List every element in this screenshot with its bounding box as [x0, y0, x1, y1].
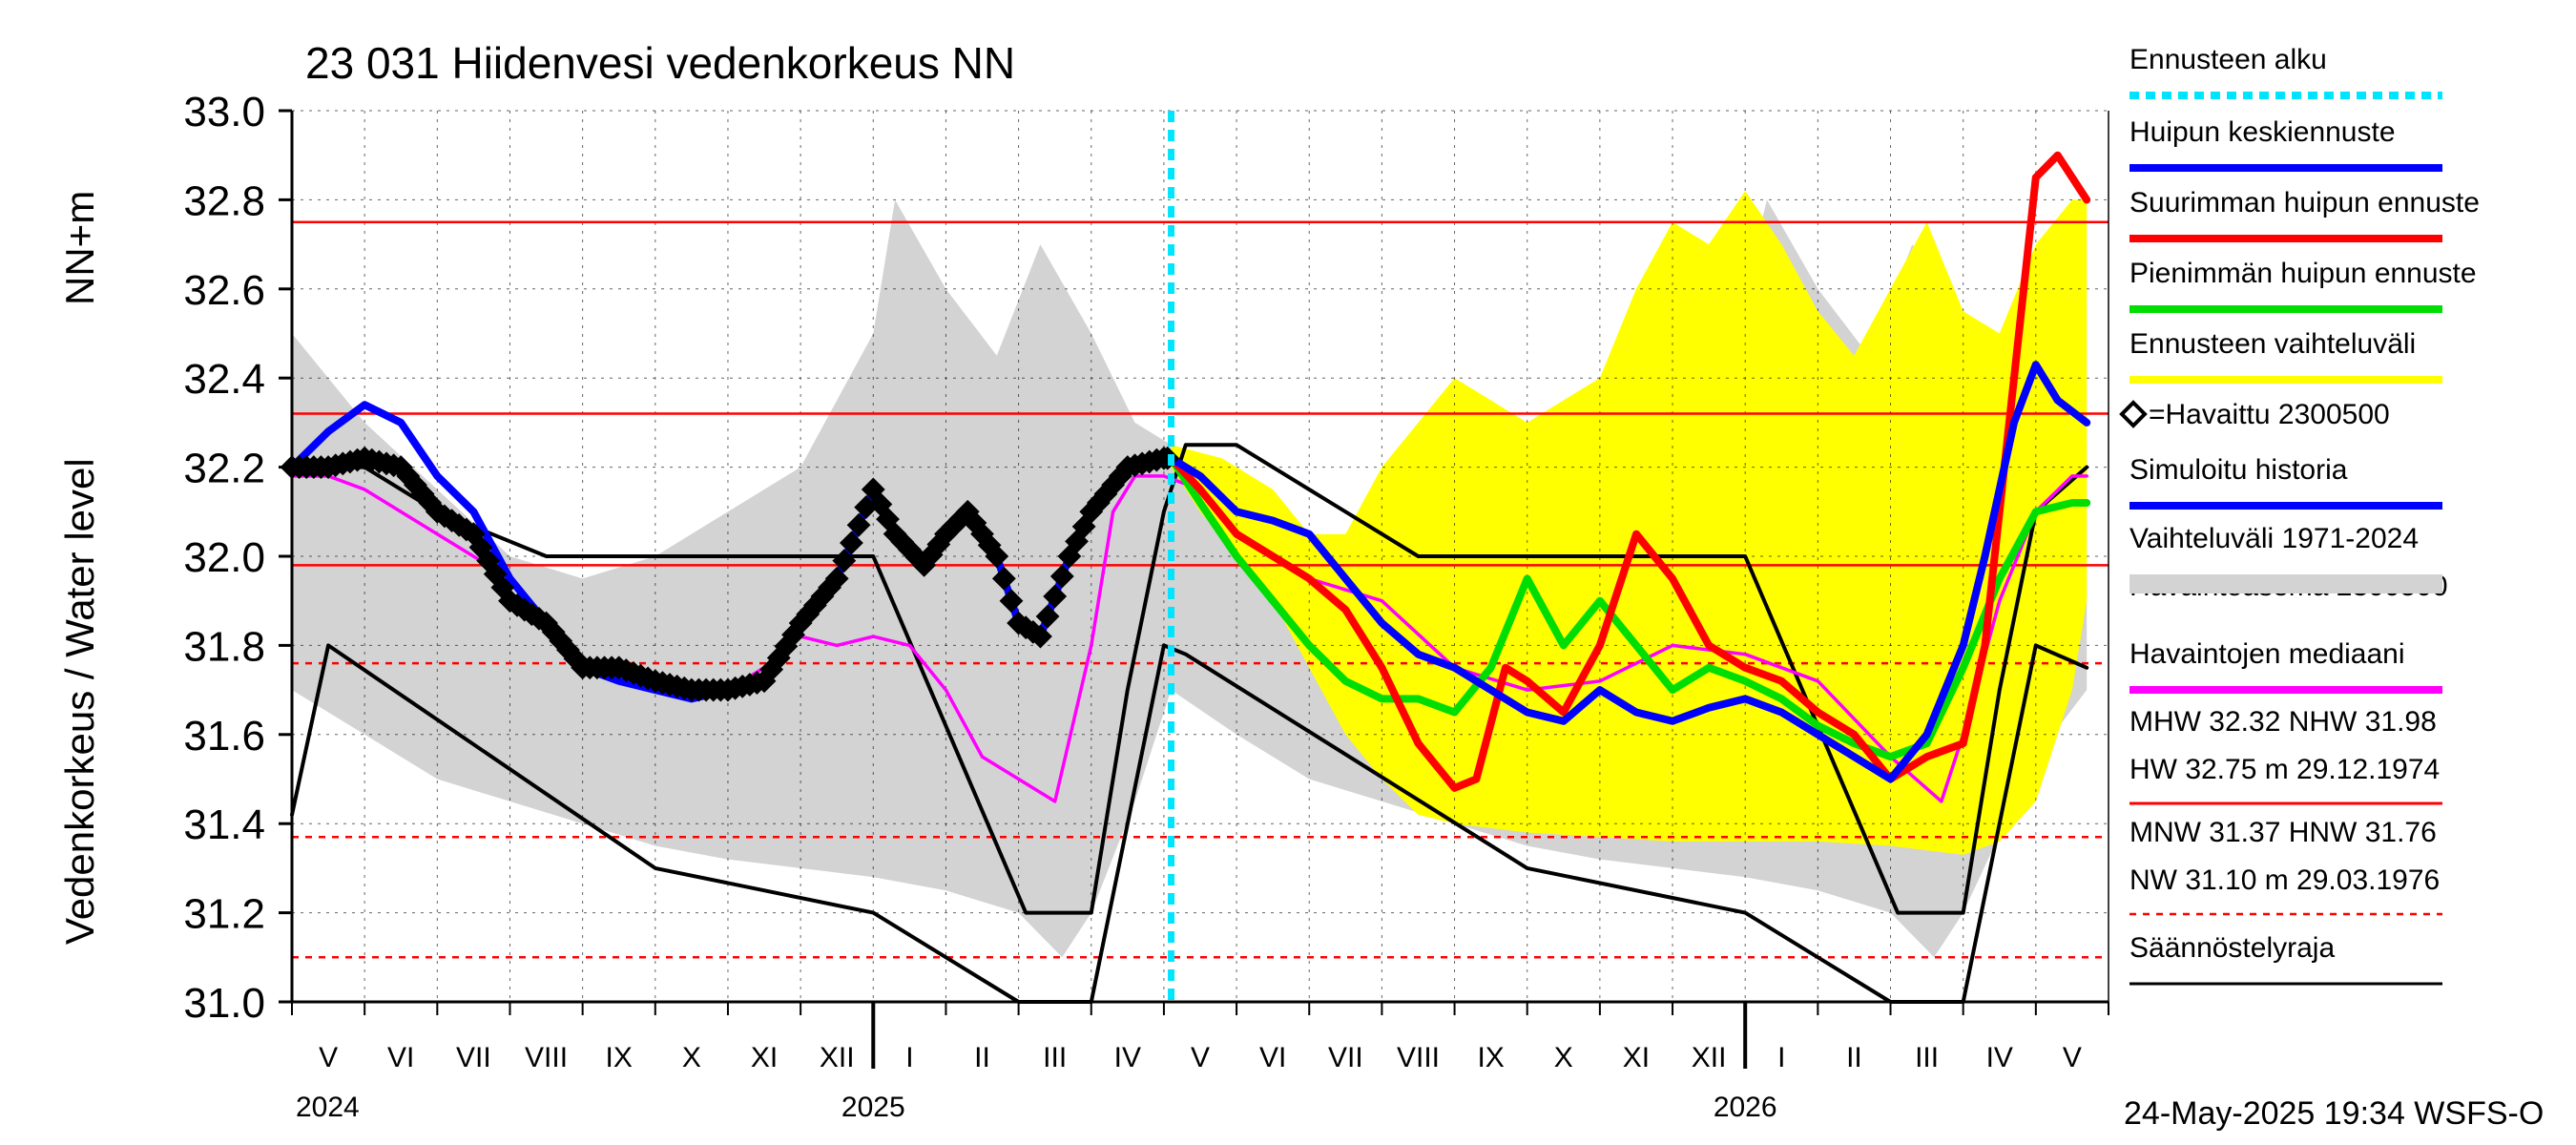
x-year-label: 2026 [1714, 1092, 1777, 1123]
x-month-label: VI [387, 1042, 414, 1073]
observed-marker [1049, 564, 1074, 589]
legend-label: Havaintojen mediaani [2129, 638, 2405, 670]
x-month-label: XI [751, 1042, 778, 1073]
y-tick-label: 33.0 [183, 89, 265, 135]
observed-marker [985, 544, 1009, 569]
legend-label: Huipun keskiennuste [2129, 116, 2396, 148]
y-tick-label: 32.0 [183, 534, 265, 581]
x-month-label: IV [1114, 1042, 1141, 1073]
x-month-label: XII [820, 1042, 855, 1073]
legend-label: Ennusteen vaihteluväli [2129, 328, 2416, 360]
legend-label: Säännöstelyraja [2129, 932, 2335, 964]
x-month-label: III [1043, 1042, 1067, 1073]
x-month-label: I [905, 1042, 913, 1073]
x-month-label: V [319, 1042, 338, 1073]
x-month-label: IX [606, 1042, 633, 1073]
forecast-mean-peak-line [1167, 361, 2091, 783]
x-month-label: X [682, 1042, 701, 1073]
x-month-label: V [2063, 1042, 2082, 1073]
x-month-label: III [1915, 1042, 1939, 1073]
observed-marker [1035, 604, 1060, 629]
legend-label-secondary: NW 31.10 m 29.03.1976 [2129, 864, 2440, 896]
y-tick-label: 31.8 [183, 623, 265, 670]
y-axis-label: Vedenkorkeus / Water level [57, 458, 102, 945]
x-month-label: VIII [525, 1042, 568, 1073]
legend-label: Vaihteluväli 1971-2024 [2129, 523, 2419, 554]
legend-label: Simuloitu historia [2129, 454, 2348, 486]
y-tick-label: 31.0 [183, 980, 265, 1027]
series-layer [280, 111, 2091, 1004]
x-month-label: V [1191, 1042, 1210, 1073]
x-month-label: VI [1259, 1042, 1286, 1073]
x-month-label: VIII [1397, 1042, 1440, 1073]
y-tick-label: 31.2 [183, 891, 265, 938]
y-tick-label: 32.8 [183, 177, 265, 224]
y-tick-label: 32.4 [183, 356, 265, 403]
legend-swatch-band [2129, 574, 2442, 593]
bands-layer [292, 191, 2088, 958]
observed-marker [832, 549, 857, 573]
observed-marker [1028, 624, 1052, 649]
timestamp: 24-May-2025 19:34 WSFS-O [2124, 1095, 2544, 1132]
y-tick-label: 31.6 [183, 713, 265, 760]
x-year-label: 2024 [296, 1092, 360, 1123]
observed-marker [1155, 446, 1180, 470]
observed-marker [824, 566, 849, 591]
x-month-label: I [1777, 1042, 1785, 1073]
x-month-label: VII [456, 1042, 491, 1073]
observed-marker [1043, 584, 1068, 609]
regulation-limit-upper [290, 443, 2089, 915]
legend-observed-marker [2119, 400, 2148, 428]
x-month-label: X [1554, 1042, 1573, 1073]
legend-label: Suurimman huipun ennuste [2129, 187, 2480, 219]
observed-marker [840, 531, 863, 555]
legend-label-secondary: HW 32.75 m 29.12.1974 [2129, 754, 2440, 785]
x-month-label: VII [1328, 1042, 1363, 1073]
legend-label: MNW 31.37 HNW 31.76 [2129, 817, 2437, 848]
observed-marker [991, 566, 1016, 591]
forecast-max-peak-line [1167, 151, 2091, 792]
x-year-label: 2025 [841, 1092, 905, 1123]
x-month-label: IV [1986, 1042, 2013, 1073]
observed-marker [846, 512, 871, 537]
y-tick-label: 31.4 [183, 802, 265, 848]
x-month-label: II [1846, 1042, 1862, 1073]
axes-layer: 31.0 31.2 31.4 31.6 31.8 32.0 32.2 32.4 32.6 32.8… [183, 89, 2109, 1123]
x-month-label: XI [1623, 1042, 1650, 1073]
x-month-label: IX [1477, 1042, 1504, 1073]
x-month-label: II [974, 1042, 990, 1073]
forecast-range-band [1171, 191, 2088, 855]
legend-label: =Havaittu 2300500 [2149, 399, 2390, 430]
y-tick-label: 32.2 [183, 446, 265, 492]
observed-marker [999, 589, 1024, 614]
y-axis-unit: NN+m [57, 191, 102, 305]
x-month-label: XII [1692, 1042, 1727, 1073]
y-tick-label: 32.6 [183, 267, 265, 314]
forecast-min-peak-line [1167, 454, 2091, 761]
legend-label: Ennusteen alku [2129, 44, 2327, 75]
legend-label: Pienimmän huipun ennuste [2129, 258, 2477, 289]
chart-title: 23 031 Hiidenvesi vedenkorkeus NN [305, 38, 1015, 88]
legend-label: MHW 32.32 NHW 31.98 [2129, 706, 2437, 738]
legend: Ennusteen alku Huipun keskiennuste Suurimm… [2119, 44, 2480, 986]
